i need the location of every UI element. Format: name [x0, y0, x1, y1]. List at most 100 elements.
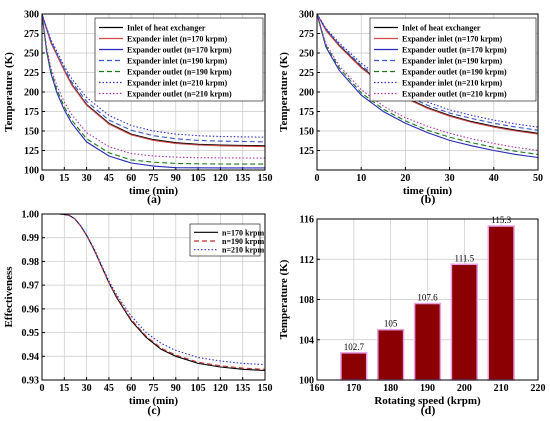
plot-frame — [41, 13, 266, 171]
legend: Inlet of heat exchanger Expander inlet (n… — [369, 17, 537, 102]
x-tick-label: 150 — [258, 173, 273, 184]
x-tick-label: 170 — [346, 383, 361, 394]
x-tick-label: 90 — [171, 173, 181, 184]
legend-entry: Expander inlet (n=210 krpm) — [127, 79, 228, 88]
bar-value-label: 107.6 — [417, 293, 438, 303]
legend-entry: Expander inlet (n=170 krpm) — [127, 35, 228, 44]
bar — [377, 328, 405, 381]
y-tick-label: 200 — [299, 88, 314, 99]
plot-frame — [316, 13, 539, 171]
y-tick-label: 225 — [299, 68, 314, 79]
legend-entry: Inlet of heat exchanger — [127, 24, 206, 33]
y-tick-label: 104 — [299, 335, 314, 346]
legend-entry: Expander outlet (n=210 krpm) — [127, 90, 232, 99]
y-tick-label: 0.98 — [22, 257, 40, 268]
chart-panel-2: 0 15 30 45 60 75 90 105 120 135 150 0.93 0.94 0.95 0.9… — [3, 210, 273, 418]
legend-entry: Expander outlet (n=190 krpm) — [127, 68, 232, 77]
x-axis-label: Rotating speed (krpm) — [374, 395, 481, 407]
x-tick-label: 210 — [494, 383, 509, 394]
y-tick-label: 275 — [299, 29, 314, 40]
x-tick-label: 200 — [457, 383, 472, 394]
x-tick-label: 220 — [531, 383, 546, 394]
x-tick-label: 135 — [235, 173, 250, 184]
legend-box — [189, 223, 261, 257]
x-tick-label: 30 — [82, 173, 92, 184]
x-tick-label: 150 — [258, 383, 273, 394]
legend-entry: n=170 krpm — [222, 228, 264, 237]
series-line-4 — [317, 14, 538, 155]
legend-entry: n=190 krpm — [222, 237, 264, 246]
x-tick-label: 0 — [315, 173, 320, 184]
y-tick-label: 175 — [299, 107, 314, 118]
x-tick-label: 190 — [420, 383, 435, 394]
x-tick-label: 105 — [191, 383, 206, 394]
x-tick-label: 135 — [235, 383, 250, 394]
y-tick-label: 150 — [299, 127, 314, 138]
legend-entry: Expander outlet (n=170 krpm) — [402, 46, 507, 55]
series-line-4 — [42, 14, 265, 165]
x-tick-label: 0 — [40, 173, 45, 184]
x-tick-label: 30 — [445, 173, 455, 184]
y-tick-label: 116 — [300, 215, 314, 226]
legend-entry: Expander outlet (n=190 krpm) — [402, 68, 507, 77]
legend-entry: Expander inlet (n=190 krpm) — [127, 57, 228, 66]
panel-label: (b) — [421, 192, 436, 206]
y-tick-label: 1.00 — [22, 210, 40, 221]
x-tick-label: 90 — [171, 383, 181, 394]
panel-label: (a) — [147, 192, 161, 206]
series-line-5 — [42, 14, 265, 138]
x-tick-label: 15 — [59, 173, 69, 184]
y-tick-label: 300 — [299, 10, 314, 21]
bar — [450, 263, 478, 381]
bar-value-label: 105 — [384, 319, 398, 329]
x-axis-label: time (min) — [129, 185, 179, 197]
legend-entry: Inlet of heat exchanger — [402, 24, 481, 33]
chart-panel-0: 0 15 30 45 60 75 90 105 120 135 150 100 125 150 175 200… — [3, 10, 273, 207]
legend: Inlet of heat exchanger Expander inlet (n… — [94, 17, 264, 102]
x-tick-label: 180 — [383, 383, 398, 394]
bar-value-label: 111.5 — [455, 253, 475, 263]
series-line-3 — [317, 14, 538, 131]
y-tick-label: 225 — [24, 68, 39, 79]
plot-frame — [41, 213, 266, 381]
series-line-1 — [42, 14, 265, 148]
y-tick-label: 300 — [24, 10, 39, 21]
x-tick-label: 120 — [213, 383, 228, 394]
x-tick-label: 15 — [59, 383, 69, 394]
y-tick-label: 0.99 — [22, 233, 40, 244]
x-tick-label: 0 — [40, 383, 45, 394]
chart-panel-3: 160 170 180 190 200 210 220 100 104 108 112 116 Rota… — [278, 215, 546, 418]
bar-value-label: 102.7 — [344, 342, 365, 352]
x-axis-label: time (min) — [403, 185, 453, 197]
x-tick-label: 60 — [126, 383, 136, 394]
y-tick-label: 125 — [299, 146, 314, 157]
y-tick-label: 200 — [24, 88, 39, 99]
y-tick-label: 175 — [24, 107, 39, 118]
x-tick-label: 120 — [213, 173, 228, 184]
series-line-3 — [42, 14, 265, 143]
legend-box — [94, 17, 264, 102]
bar — [487, 225, 515, 381]
chart-panel-1: 0 10 20 30 40 50 125 150 175 200 225 250 275 300 time … — [278, 10, 543, 207]
x-tick-label: 45 — [104, 173, 114, 184]
y-tick-label: 0.94 — [22, 352, 40, 363]
legend-entry: Expander outlet (n=210 krpm) — [402, 90, 507, 99]
plot-frame — [316, 218, 539, 381]
series-line-2 — [317, 14, 538, 159]
bar — [340, 352, 368, 381]
x-tick-label: 60 — [126, 173, 136, 184]
panel-label: (c) — [147, 403, 160, 417]
y-axis-label: Temperature (K) — [278, 259, 290, 339]
series-line-6 — [42, 14, 265, 159]
y-tick-label: 0.93 — [22, 376, 40, 387]
panel-label: (d) — [421, 403, 436, 417]
y-tick-label: 0.96 — [22, 304, 40, 315]
x-axis-label: time (min) — [129, 395, 179, 407]
y-tick-label: 275 — [24, 29, 39, 40]
y-tick-label: 125 — [24, 146, 39, 157]
y-axis-label: Temperature (K) — [3, 52, 15, 132]
x-tick-label: 160 — [310, 383, 325, 394]
y-axis-label: Temperature (K) — [278, 52, 290, 132]
